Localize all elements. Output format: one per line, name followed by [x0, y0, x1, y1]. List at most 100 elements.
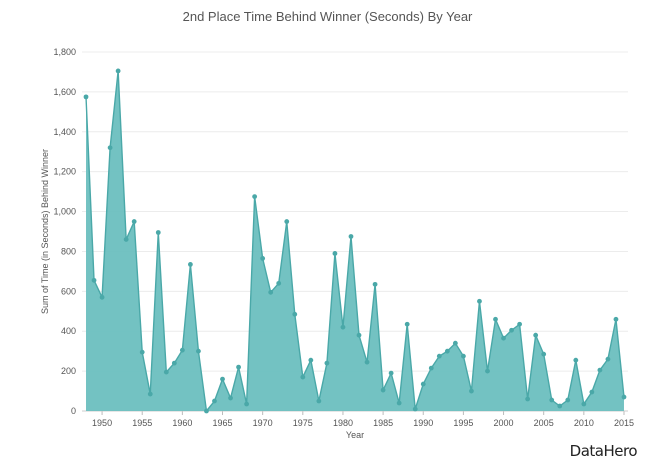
- data-point: [340, 324, 346, 330]
- data-point: [99, 294, 105, 300]
- data-point: [541, 351, 547, 357]
- series: [85, 70, 625, 413]
- data-point: [107, 145, 113, 151]
- y-tick-label: 800: [61, 246, 76, 256]
- data-point: [204, 408, 209, 414]
- data-point: [364, 359, 370, 365]
- y-tick-label: 1,400: [53, 127, 76, 137]
- data-point: [123, 237, 129, 242]
- data-point: [621, 394, 627, 400]
- data-point: [525, 396, 531, 402]
- x-tick-label: 1950: [92, 418, 112, 428]
- x-tick-label: 1955: [132, 418, 152, 428]
- data-point: [252, 194, 258, 200]
- data-point: [220, 376, 225, 382]
- data-point: [477, 298, 482, 304]
- data-point: [493, 316, 498, 322]
- x-tick-label: 1995: [453, 418, 473, 428]
- data-point: [83, 94, 89, 100]
- data-point: [372, 281, 378, 287]
- x-tick-label: 1990: [413, 418, 433, 428]
- x-tick-label: 1960: [172, 418, 192, 428]
- data-point: [171, 360, 177, 366]
- x-tick-label: 1970: [253, 418, 273, 428]
- data-point: [300, 374, 306, 380]
- data-point: [533, 332, 539, 338]
- data-point: [155, 230, 161, 235]
- data-point: [236, 364, 241, 370]
- data-point: [139, 349, 145, 355]
- data-point: [517, 321, 522, 327]
- data-point: [324, 360, 330, 366]
- x-tick-label: 1975: [293, 418, 313, 428]
- data-point: [565, 397, 571, 403]
- x-tick-label: 2005: [534, 418, 554, 428]
- data-point: [581, 401, 587, 407]
- data-point: [276, 280, 282, 286]
- data-point: [163, 369, 169, 375]
- data-point: [332, 251, 338, 256]
- series-line: [85, 70, 625, 413]
- data-point: [212, 398, 217, 404]
- data-point: [147, 391, 153, 397]
- data-point: [284, 219, 290, 224]
- data-point: [589, 389, 595, 395]
- x-tick-label: 2015: [614, 418, 634, 428]
- data-point: [115, 68, 121, 74]
- data-point: [501, 335, 506, 341]
- data-point: [316, 398, 322, 404]
- x-axis-title: Year: [346, 430, 364, 440]
- data-point: [268, 289, 274, 295]
- y-tick-label: 0: [71, 406, 76, 416]
- chart-title: 2nd Place Time Behind Winner (Seconds) B…: [182, 9, 473, 24]
- data-point: [356, 332, 362, 338]
- y-axis-title: Sum of Time (in Seconds) Behind Winner: [40, 149, 50, 314]
- data-point: [380, 387, 386, 393]
- data-point: [179, 347, 185, 353]
- data-point: [388, 370, 394, 376]
- data-point: [404, 321, 410, 327]
- y-tick-label: 1,800: [53, 47, 76, 57]
- data-point: [396, 400, 402, 406]
- data-point: [131, 219, 137, 224]
- y-tick-label: 1,200: [53, 167, 76, 177]
- y-axis-ticks: 0 200 400 600 800 1,000 1,200 1,400 1,600 1,800: [53, 47, 76, 416]
- data-point: [509, 327, 514, 333]
- data-point: [188, 262, 193, 267]
- data-point: [613, 316, 619, 322]
- x-tick-label: 2000: [494, 418, 514, 428]
- data-point: [412, 406, 418, 412]
- data-point: [557, 403, 563, 409]
- data-point: [292, 311, 298, 317]
- data-point: [428, 365, 434, 371]
- brand-logo: DataHero: [569, 442, 638, 460]
- data-point: [461, 353, 466, 359]
- data-point: [485, 368, 490, 374]
- y-tick-label: 400: [61, 326, 76, 336]
- data-point: [469, 388, 474, 394]
- data-point: [573, 357, 579, 363]
- x-axis-ticks: 1950 1955 1960 1965 1970 1975 1980 1985 1990 1995…: [82, 410, 634, 428]
- x-tick-label: 1985: [373, 418, 393, 428]
- data-point: [436, 353, 442, 359]
- data-point: [597, 367, 603, 373]
- data-point: [91, 277, 97, 283]
- data-point: [452, 340, 458, 346]
- data-points: [83, 68, 627, 414]
- x-tick-label: 1980: [333, 418, 353, 428]
- data-point: [260, 256, 266, 261]
- series-area: [86, 70, 624, 411]
- data-point: [348, 234, 354, 239]
- x-tick-label: 1965: [212, 418, 232, 428]
- data-point: [549, 397, 555, 403]
- y-tick-label: 1,000: [53, 207, 76, 217]
- x-tick-label: 2010: [574, 418, 594, 428]
- y-tick-label: 1,600: [53, 87, 76, 97]
- data-point: [444, 348, 450, 354]
- data-point: [196, 348, 201, 354]
- y-tick-label: 600: [61, 286, 76, 296]
- data-point: [605, 356, 611, 362]
- y-tick-label: 200: [61, 366, 76, 376]
- data-point: [420, 381, 426, 387]
